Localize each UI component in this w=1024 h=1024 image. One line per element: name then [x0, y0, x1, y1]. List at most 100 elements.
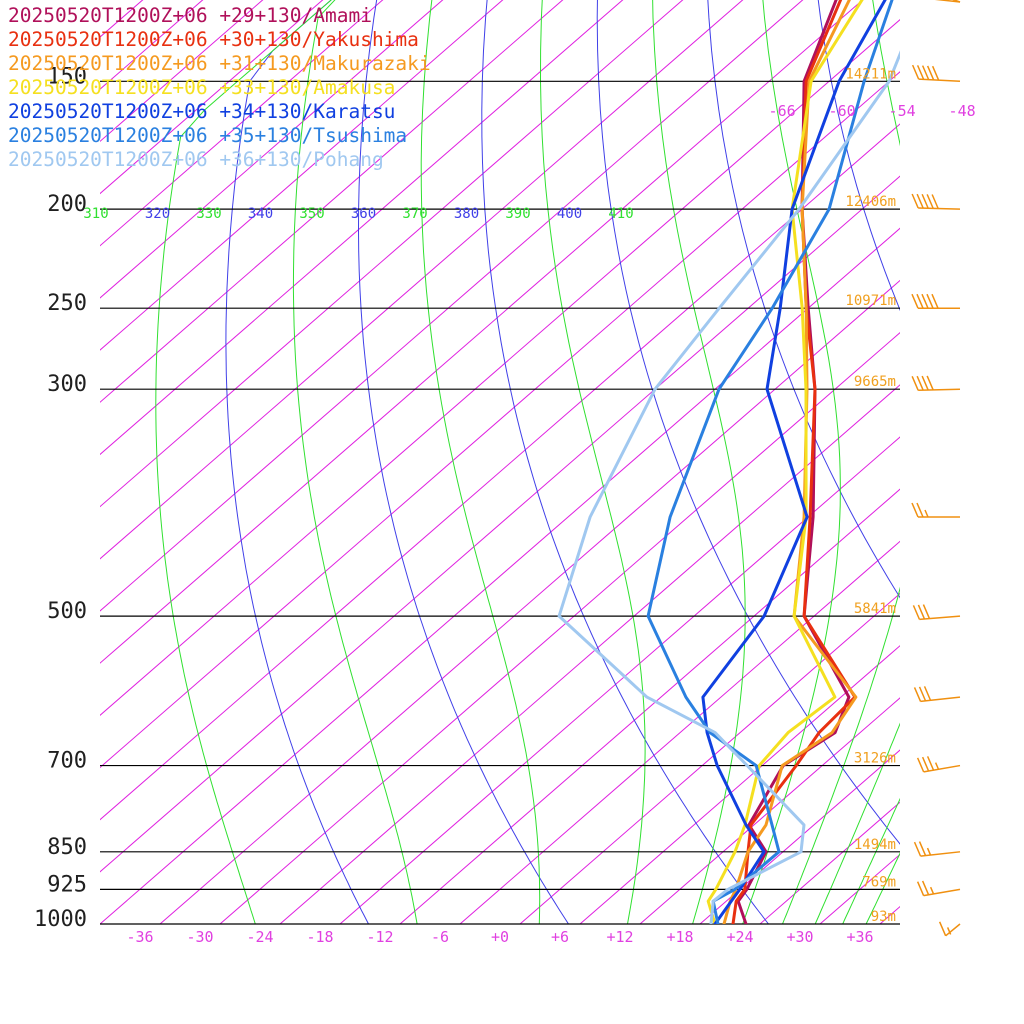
temperature-trace	[722, 0, 858, 924]
temperature-tick-label: +0	[491, 928, 509, 946]
pressure-label: 700	[47, 749, 87, 774]
theta-label: 410	[608, 206, 633, 222]
dry-adiabat-line	[905, 0, 1024, 946]
wind-barbs	[911, 0, 961, 937]
wind-barb-flag	[926, 65, 935, 81]
wind-barb-flag	[911, 64, 920, 80]
wind-barb-flag	[921, 375, 929, 391]
wind-barb	[913, 686, 961, 703]
temperature-tick-label: +12	[606, 928, 633, 946]
height-label: 5841m	[854, 601, 896, 617]
pressure-label: 500	[47, 599, 87, 624]
dry-adiabat-line	[225, 0, 370, 924]
temperature-tick-label: -60	[829, 102, 856, 120]
isotherm-line	[399, 488, 900, 924]
wind-barb-flag	[916, 757, 925, 773]
theta-label: 310	[83, 206, 108, 222]
wind-barb-flag	[918, 841, 927, 856]
wind-barb	[912, 604, 961, 621]
wind-barb-flag	[911, 193, 919, 209]
wind-barb	[911, 64, 961, 83]
wind-barb-flag	[926, 194, 934, 209]
temperature-trace	[706, 0, 864, 924]
wind-barb	[916, 880, 961, 897]
wind-barb-flag	[921, 756, 930, 772]
wind-barb-staff	[952, 0, 961, 3]
wind-barb-staff	[923, 764, 961, 773]
wind-barb-flag	[912, 605, 921, 620]
height-label: 769m	[862, 874, 896, 890]
pressure-label: 250	[47, 291, 87, 316]
legend-entry: 20250520T1200Z+06 +35+130/Tsushima	[8, 124, 408, 147]
theta-label: 360	[351, 206, 376, 222]
theta-label: 350	[299, 206, 324, 222]
dry-adiabat-line	[596, 0, 900, 845]
theta-label: 380	[454, 206, 479, 222]
moist-adiabat-line	[292, 0, 418, 924]
temperature-tick-label: -48	[949, 102, 976, 120]
temperature-tick-label: -12	[366, 928, 393, 946]
pressure-label: 150	[47, 64, 87, 89]
temperature-trace	[701, 0, 887, 924]
wind-barb-flag	[921, 293, 929, 309]
wind-barb-flag	[916, 193, 924, 209]
isotherm-line	[879, 905, 900, 924]
wind-barb-staff	[920, 696, 961, 703]
wind-barb-flag	[916, 65, 925, 80]
height-label: 14211m	[845, 66, 896, 82]
isotherm-line	[459, 540, 900, 924]
wind-barb-flag	[926, 375, 934, 391]
wind-barb-staff	[918, 388, 961, 392]
wind-barb	[934, 0, 961, 3]
wind-barb-flag	[921, 65, 930, 80]
wind-barb-flag	[931, 293, 939, 309]
temperature-tick-label: -54	[889, 102, 916, 120]
pressure-label: 925	[47, 872, 87, 897]
temperature-tick-label: -18	[306, 928, 333, 946]
temperature-tick-label: +30	[786, 928, 813, 946]
theta-label: 340	[248, 206, 273, 222]
pressure-label: 1000	[34, 907, 87, 932]
isotherm-line	[819, 853, 900, 924]
height-label: 3126m	[854, 751, 896, 767]
temperature-trace	[646, 0, 894, 924]
isotherm-line	[579, 645, 900, 924]
isotherm-line	[639, 697, 900, 924]
wind-barb-staff	[919, 615, 961, 621]
wind-barb	[952, 0, 961, 3]
isotherm-line	[159, 279, 900, 924]
moist-adiabat-line	[814, 722, 900, 924]
wind-barb	[913, 841, 961, 857]
moist-adiabat-line	[155, 0, 332, 924]
wind-barb-flag	[931, 65, 940, 81]
wind-barb-flag	[913, 687, 922, 702]
wind-barb-flag	[918, 686, 927, 702]
wind-barb-flag	[916, 293, 924, 309]
wind-barb-flag	[938, 921, 947, 937]
moist-adiabat-line	[652, 0, 746, 924]
dry-adiabat-line	[996, 0, 1024, 946]
legend-entry: 20250520T1200Z+06 +36+130/Pohang	[8, 148, 384, 171]
isotherm-line	[940, 0, 1024, 924]
wind-barb-flag	[916, 375, 924, 391]
legend-entry: 20250520T1200Z+06 +33+130/Amakusa	[8, 76, 396, 99]
moist-adiabat-line	[420, 0, 541, 924]
wind-barb-flag	[911, 293, 919, 309]
temperature-tick-label: -36	[126, 928, 153, 946]
isotherm-line	[699, 749, 900, 924]
temperature-tick-label: +18	[666, 928, 693, 946]
isotherm-line	[339, 436, 900, 924]
moist-adiabat-line	[842, 797, 900, 924]
wind-barb-flag	[946, 927, 952, 935]
moist-adiabat-line	[539, 0, 646, 924]
temperature-tick-label: -24	[246, 928, 273, 946]
dry-adiabat-line	[357, 0, 570, 924]
wind-barb-flag	[929, 886, 935, 895]
theta-label: 370	[402, 206, 427, 222]
wind-barb	[911, 502, 960, 518]
height-label: 12406m	[845, 194, 896, 210]
isotherm-line	[100, 227, 900, 924]
axis-labels: 10016640m15014211m20012406m25010971m3009…	[34, 64, 976, 946]
wind-barb-flag	[926, 847, 932, 856]
wind-barb-flag	[921, 193, 929, 209]
